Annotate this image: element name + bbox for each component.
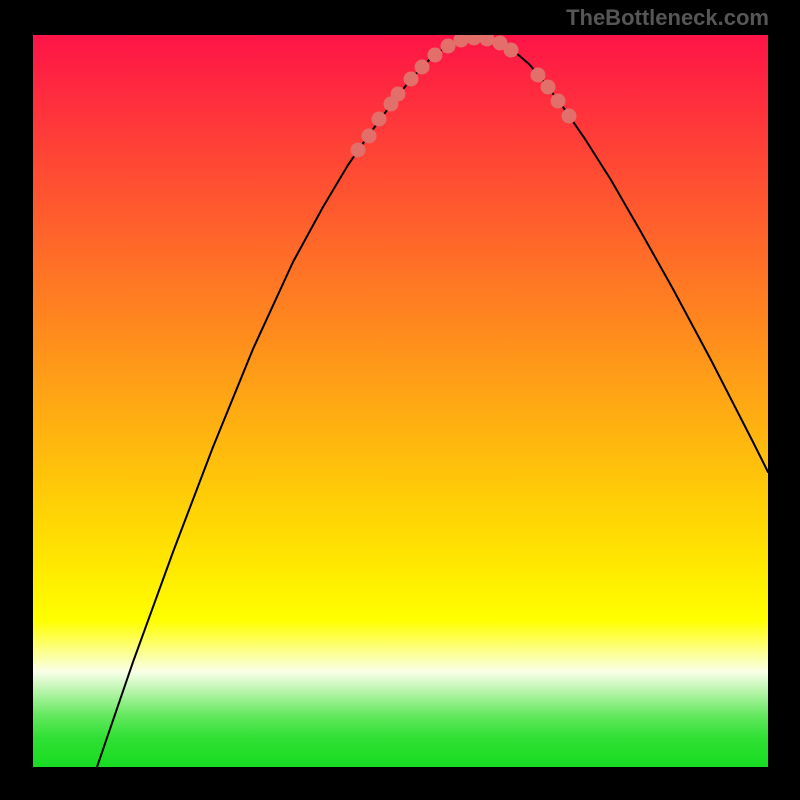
curve-marker [391, 87, 406, 102]
curve-marker [351, 143, 366, 158]
curve-marker [551, 94, 566, 109]
curve-marker [441, 39, 456, 54]
watermark-text: TheBottleneck.com [566, 5, 769, 31]
curve-marker [404, 72, 419, 87]
curve-marker [541, 80, 556, 95]
plot-area [33, 35, 768, 767]
curve-marker [504, 43, 519, 58]
curve-marker [562, 109, 577, 124]
curve-marker [372, 112, 387, 127]
curve-marker [428, 48, 443, 63]
chart-container: TheBottleneck.com [0, 0, 800, 800]
plot-background [33, 35, 768, 767]
curve-marker [362, 129, 377, 144]
curve-marker [531, 68, 546, 83]
curve-marker [415, 60, 430, 75]
